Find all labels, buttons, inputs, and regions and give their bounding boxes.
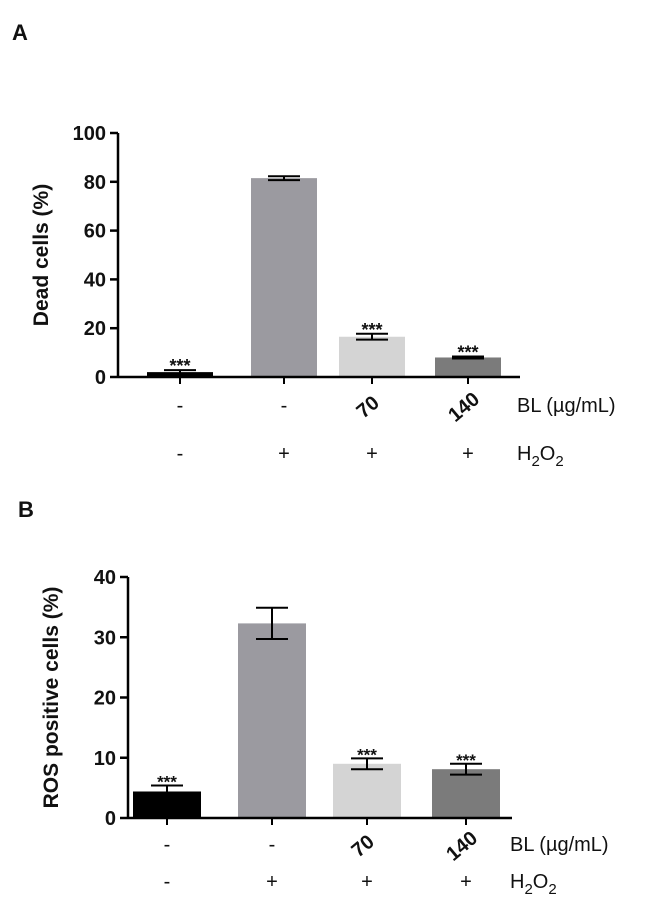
bar — [333, 763, 401, 818]
row-label-part: H — [517, 443, 531, 465]
condition-value: 70 — [353, 392, 384, 423]
y-tick-label: 40 — [94, 567, 116, 589]
condition-value: + — [460, 871, 472, 893]
y-tick-label: 80 — [84, 172, 106, 194]
bar — [238, 623, 306, 818]
condition-value: + — [462, 443, 474, 465]
y-axis-label: Dead cells (%) — [30, 184, 53, 326]
row-label-part: O — [533, 871, 549, 893]
condition-row-label: BL (µg/mL) — [510, 834, 609, 856]
row-label-subscript: 2 — [524, 881, 532, 898]
y-axis-label: ROS positive cells (%) — [40, 587, 63, 809]
y-tick-label: 100 — [73, 123, 106, 145]
row-label-subscript: 2 — [531, 453, 539, 470]
condition-value: - — [177, 443, 184, 465]
chart-panel-b: B ROS positive cells (%) *** *** *** 0 10 20 30 4… — [18, 497, 609, 898]
y-tick-label: 20 — [94, 688, 116, 710]
condition-row-label: BL (µg/mL) — [517, 395, 616, 417]
row-label-part: O — [540, 443, 556, 465]
row-label-part: H — [510, 871, 524, 893]
panel-label: A — [12, 20, 28, 45]
significance-label: *** — [361, 320, 382, 340]
significance-label: *** — [357, 745, 377, 764]
significance-label: *** — [456, 751, 476, 770]
condition-value: + — [361, 871, 373, 893]
y-tick-label: 10 — [94, 748, 116, 770]
bar — [432, 769, 500, 818]
bar — [435, 357, 501, 377]
condition-value: + — [366, 443, 378, 465]
y-tick-label: 0 — [95, 367, 106, 389]
condition-value: - — [164, 871, 171, 893]
y-tick-label: 60 — [84, 221, 106, 243]
y-tick-label: 40 — [84, 269, 106, 291]
row-label-subscript: 2 — [548, 881, 556, 898]
condition-value: - — [164, 834, 171, 856]
bar — [251, 178, 317, 377]
row-label-part: BL (µg/mL) — [517, 395, 616, 417]
condition-value: - — [269, 834, 276, 856]
condition-value: - — [177, 395, 184, 417]
condition-row-label: H2O2 — [517, 443, 564, 470]
condition-value: - — [281, 395, 288, 417]
significance-label: *** — [457, 343, 478, 363]
row-label-part: BL (µg/mL) — [510, 834, 609, 856]
condition-value: + — [266, 871, 278, 893]
significance-label: *** — [157, 772, 177, 791]
y-tick-label: 20 — [84, 318, 106, 340]
condition-value: 70 — [348, 831, 379, 862]
y-tick-label: 0 — [105, 808, 116, 830]
panel-label: B — [18, 497, 34, 522]
row-label-subscript: 2 — [555, 453, 563, 470]
significance-label: *** — [169, 356, 190, 376]
condition-value: + — [278, 443, 290, 465]
chart-panel-a: A Dead cells (%) *** *** *** 0 20 40 60 80 100 - - 70… — [12, 20, 616, 470]
condition-row-label: H2O2 — [510, 871, 557, 898]
bar — [339, 336, 405, 377]
condition-value: 140 — [442, 827, 482, 865]
condition-value: 140 — [444, 388, 484, 426]
y-tick-label: 30 — [94, 627, 116, 649]
